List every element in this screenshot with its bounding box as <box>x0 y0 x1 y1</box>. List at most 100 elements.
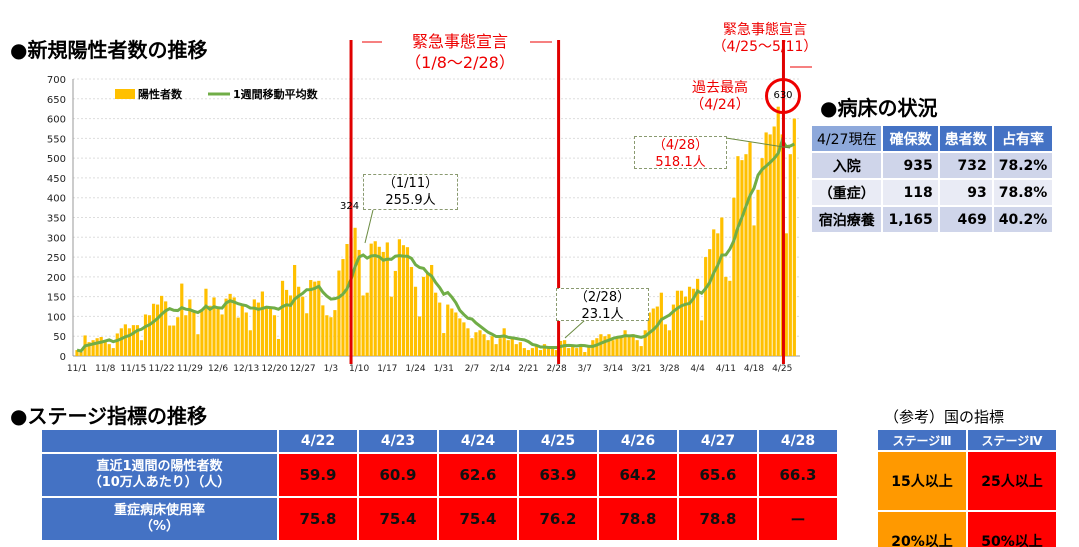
bar <box>724 276 728 356</box>
bar <box>550 348 555 356</box>
bar <box>792 118 796 356</box>
bar <box>377 246 381 356</box>
stage-cell: 62.6 <box>439 454 517 496</box>
record-value: 630 <box>773 90 793 101</box>
x-tick-label: 2/14 <box>490 364 510 374</box>
y-tick-label: 400 <box>47 194 66 205</box>
label-line: （10万人あたり）（人） <box>88 475 231 490</box>
bar <box>297 286 301 356</box>
x-tick-label: 3/28 <box>659 364 679 374</box>
stage-cell: 78.8 <box>599 498 677 540</box>
bar <box>212 297 216 356</box>
bar <box>534 346 539 356</box>
y-tick-label: 300 <box>47 233 66 244</box>
bar <box>446 304 450 356</box>
stage-table: 4/22 4/23 4/24 4/25 4/26 4/27 4/28 直近1週間… <box>40 428 839 542</box>
bar <box>583 352 587 356</box>
legend-bars-label: 陽性者数 <box>138 87 183 101</box>
callout-apr-date: （4/28） <box>652 138 709 153</box>
bar <box>514 344 518 356</box>
bar <box>353 227 357 356</box>
stage-row-label: 直近1週間の陽性者数 （10万人あたり）（人） <box>42 454 277 496</box>
bar <box>696 278 700 356</box>
bar <box>720 217 724 356</box>
bar <box>506 340 510 356</box>
stage-cell: 63.9 <box>519 454 597 496</box>
bar <box>393 270 397 356</box>
bar <box>518 342 522 356</box>
bar <box>135 325 140 356</box>
bar <box>293 264 297 356</box>
bar <box>127 328 131 356</box>
national-cell: 50%以上 <box>968 512 1056 547</box>
y-tick-label: 600 <box>47 115 66 126</box>
beds-cell: 78.8% <box>993 180 1053 205</box>
emergency1-period: （1/8～2/28） <box>405 53 515 72</box>
bar <box>345 244 349 356</box>
bar <box>151 303 156 356</box>
bar <box>752 225 756 356</box>
bar <box>111 348 115 356</box>
bar <box>192 312 196 356</box>
bar <box>385 242 389 356</box>
bar <box>510 338 514 356</box>
bar <box>571 346 575 356</box>
bar <box>655 306 659 356</box>
x-tick-label: 2/7 <box>465 364 479 374</box>
stage-date: 4/24 <box>439 430 517 452</box>
y-tick-label: 500 <box>47 154 66 165</box>
bar <box>712 229 716 356</box>
national-table: ステージⅢ ステージⅣ 15人以上 25人以上 20%以上 50%以上 <box>876 428 1058 547</box>
bar <box>643 330 647 356</box>
bar <box>538 350 543 356</box>
stage-cell: 64.2 <box>599 454 677 496</box>
bar <box>361 295 365 356</box>
beds-header-capacity: 確保数 <box>883 126 938 151</box>
label-line: （%） <box>139 519 180 534</box>
bar <box>631 334 635 356</box>
beds-row: 宿泊療養 1,165 469 40.2% <box>812 207 1053 232</box>
bar <box>240 305 244 356</box>
callout-feb-value: 23.1人 <box>581 307 624 322</box>
beds-row: 入院 935 732 78.2% <box>812 153 1053 178</box>
bar <box>627 336 631 356</box>
bar <box>454 312 458 356</box>
moving-average-line <box>76 136 796 353</box>
stage-header-blank <box>42 430 277 452</box>
bar <box>651 308 655 356</box>
bar <box>530 348 534 356</box>
stage-cell: 59.9 <box>279 454 357 496</box>
callout-jan-date: （1/11） <box>382 176 439 191</box>
bar <box>401 245 406 356</box>
bar <box>748 142 752 356</box>
bar <box>554 350 559 356</box>
bar <box>91 340 95 356</box>
bar <box>607 334 611 356</box>
y-tick-label: 200 <box>47 273 66 284</box>
bar <box>341 259 345 356</box>
stage-cell: 75.4 <box>359 498 437 540</box>
legend-line-label: 1週間移動平均数 <box>233 87 319 101</box>
x-tick-label: 1/3 <box>324 364 338 374</box>
bar <box>700 320 704 356</box>
bar <box>95 338 99 356</box>
y-tick-label: 650 <box>47 95 66 106</box>
y-tick-label: 550 <box>47 134 66 145</box>
bar <box>768 134 772 356</box>
bar <box>675 290 680 356</box>
emergency2-title: 緊急事態宣言 <box>723 22 807 38</box>
bar <box>704 257 708 356</box>
bar <box>381 251 385 356</box>
bar <box>687 286 692 356</box>
bar <box>365 292 369 356</box>
beds-row-label: 入院 <box>812 153 882 178</box>
y-tick-label: 50 <box>53 332 66 343</box>
cases-title: ●新規陽性者数の推移 <box>10 38 208 62</box>
bar <box>329 317 333 356</box>
stage-date: 4/23 <box>359 430 437 452</box>
record-date: （4/24） <box>690 97 750 113</box>
bar <box>147 315 152 356</box>
y-tick-label: 100 <box>47 312 66 323</box>
bar <box>337 270 341 356</box>
x-tick-label: 12/13 <box>233 364 259 374</box>
